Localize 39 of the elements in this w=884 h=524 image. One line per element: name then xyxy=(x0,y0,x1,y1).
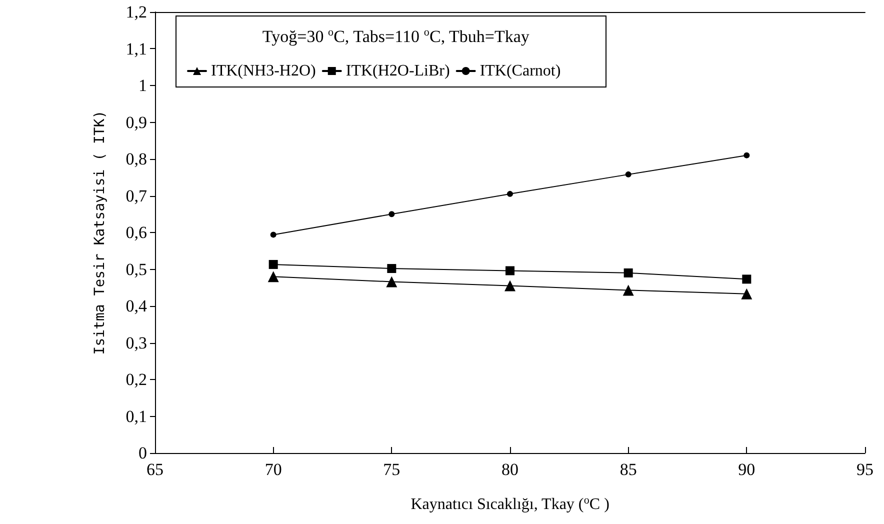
x-tick-label: 85 xyxy=(620,460,637,479)
point xyxy=(622,284,634,296)
y-tick-label: 0,4 xyxy=(126,296,148,316)
point xyxy=(507,190,513,197)
point xyxy=(625,171,632,178)
point xyxy=(504,280,516,292)
legend-label: ITK(NH3-H2O) xyxy=(211,62,316,80)
point xyxy=(624,268,633,278)
x-tick-label: 80 xyxy=(502,460,518,479)
y-tick-label: 0,8 xyxy=(126,150,147,168)
legend-label: ITK(Carnot) xyxy=(480,62,561,80)
x-tick-label: 70 xyxy=(264,460,282,479)
y-axis-title: Isitma Tesir Katsayisi ( ITK) xyxy=(92,110,108,355)
y-tick-label: 0,9 xyxy=(126,112,147,132)
y-tick-label: 1,1 xyxy=(126,39,147,58)
point xyxy=(386,276,398,288)
point xyxy=(388,211,395,218)
x-tick-label: 95 xyxy=(856,460,874,479)
x-tick-label: 65 xyxy=(146,460,164,479)
point xyxy=(268,260,278,269)
point xyxy=(387,264,396,274)
y-tick-label: 0,5 xyxy=(126,260,147,279)
y-tick-label: 0,1 xyxy=(126,406,147,426)
y-tick-label: 0 xyxy=(138,444,147,462)
point xyxy=(744,152,750,158)
legend-label: ITK(H2O-LiBr) xyxy=(346,62,450,80)
point xyxy=(506,266,514,276)
y-tick-label: 1 xyxy=(138,76,147,95)
point xyxy=(742,274,752,284)
y-tick-label: 0,3 xyxy=(126,333,147,352)
x-tick-label: 75 xyxy=(383,460,400,479)
point xyxy=(741,288,752,300)
point xyxy=(268,271,279,282)
y-tick-label: 0,2 xyxy=(126,370,147,389)
point xyxy=(270,232,276,238)
y-tick-label: 0,7 xyxy=(126,186,148,206)
x-tick-label: 90 xyxy=(738,460,756,479)
y-tick-label: 0,6 xyxy=(126,223,147,242)
y-tick-label: 1,2 xyxy=(126,2,147,22)
